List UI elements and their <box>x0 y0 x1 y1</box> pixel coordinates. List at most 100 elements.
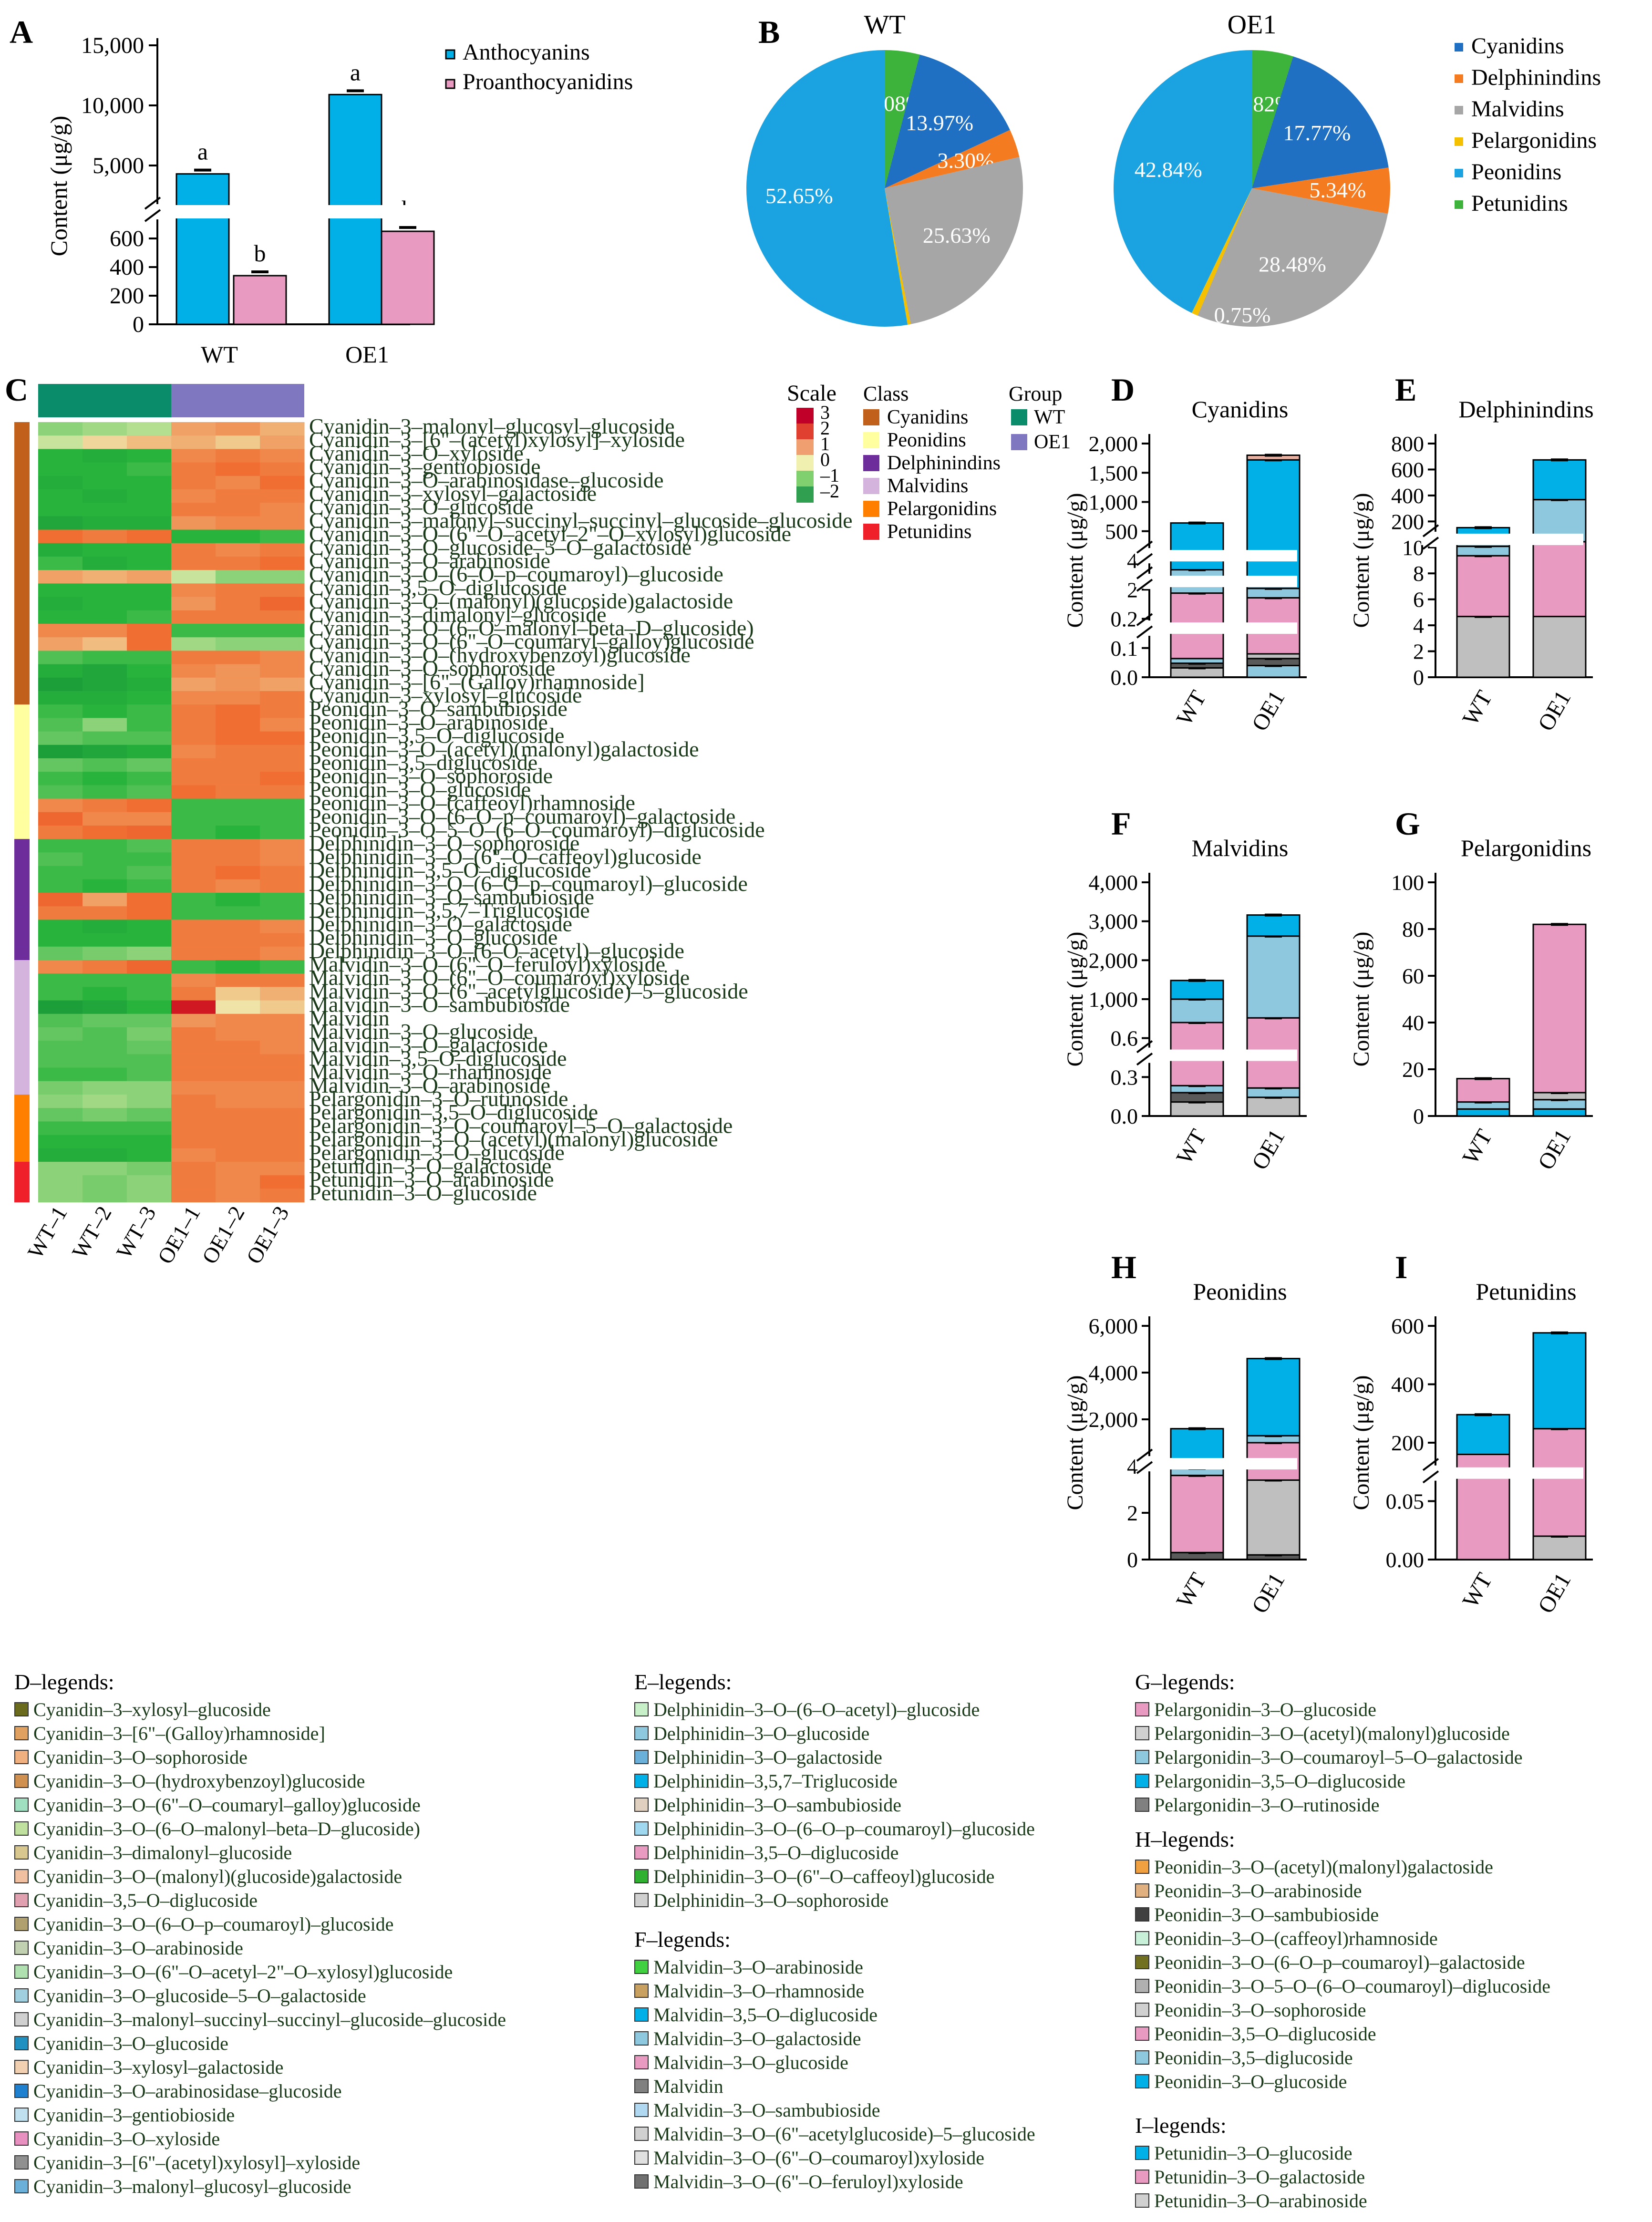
legend-swatch <box>634 1984 649 1998</box>
pie-label-OE1-Delphinindins: 5.34% <box>1309 178 1366 202</box>
heatmap-row-label-8: Cyanidin–3–O–(6"–O–acetyl–2"–O–xylosyl)g… <box>309 522 791 546</box>
heatmap-cell-25-4 <box>216 758 260 772</box>
ytick-A-l0: 0 <box>133 312 144 337</box>
heatmap-cell-17-1 <box>83 651 127 665</box>
xtick-E-OE1: OE1 <box>1533 686 1576 735</box>
legend-swatch <box>1135 2193 1149 2208</box>
heatmap-cell-43-2 <box>127 1000 172 1014</box>
heatmap-class-cell-45 <box>14 1027 30 1041</box>
heatmap-cell-13-2 <box>127 597 172 611</box>
legend-G: G–legends: Pelargonidin–3–O–glucoside Pela… <box>1135 1669 1522 1817</box>
legend-H-item: Peonidin–3–O–arabinoside <box>1135 1879 1550 1902</box>
heatmap-class-cell-23 <box>14 731 30 745</box>
heatmap-cell-56-5 <box>260 1175 305 1189</box>
heatmap-row-label-39: Delphinidin–3–O–(6–O–acetyl)–glucoside <box>309 939 684 963</box>
ytick-A-l2: 400 <box>110 255 144 280</box>
pie-slice-OE1-Pelargonidins <box>1191 188 1252 316</box>
heatmap-class-cell-39 <box>14 946 30 961</box>
heatmap-row-label-48: Malvidin–3–O–rhamnoside <box>309 1060 552 1084</box>
legend-B-swatch-4 <box>1455 169 1463 177</box>
legend-label: Malvidin–3–O–(6"–O–coumaroyl)xyloside <box>653 2147 985 2169</box>
heatmap-cell-4-5 <box>260 475 305 490</box>
xtick-D-OE1: OE1 <box>1247 686 1290 735</box>
heatmap-cell-4-3 <box>171 475 216 490</box>
heatmap-cell-7-5 <box>260 516 305 530</box>
heatmap-cell-17-4 <box>216 651 260 665</box>
axis-H-break0-mark2 <box>1136 1461 1153 1474</box>
legend-B-swatch-3 <box>1455 137 1463 146</box>
ytick-I-2: 200 <box>1391 1431 1424 1455</box>
legend-D-item: Cyanidin–3–xylosyl–glucoside <box>14 1697 506 1721</box>
heatmap-row-label-53: Pelargonidin–3–O–(acetyl)(malonyl)glucos… <box>309 1127 718 1151</box>
heatmap-cell-7-4 <box>216 516 260 530</box>
heatmap-cell-24-4 <box>216 744 260 759</box>
heatmap-row-label-56: Petunidin–3–O–arabinoside <box>309 1167 554 1191</box>
heatmap-cell-16-4 <box>216 637 260 651</box>
heatmap-row-label-29: Peonidin–3–O–(6–O–p–coumaroyl)–galactosi… <box>309 804 735 828</box>
heatmap-cell-40-2 <box>127 960 172 974</box>
pie-slice-WT-Cyanidins <box>885 54 1010 189</box>
legend-label: Malvidin–3–O–glucoside <box>653 2051 848 2073</box>
heatmap-cell-49-4 <box>216 1081 260 1095</box>
bar-seg-G-OE1-3 <box>1532 923 1587 1094</box>
ytick-I-0: 0.00 <box>1386 1548 1425 1572</box>
legend-B-label-3: Pelargonidins <box>1471 128 1597 153</box>
heatmap-row-label-38: Delphinidin–3–O–glucoside <box>309 925 558 950</box>
heatmap-row-label-37: Delphinidin–3–O–galactoside <box>309 911 572 936</box>
heatmap-row-label-22: Peonidin–3–O–arabinoside <box>309 710 548 734</box>
legend-B-label-0: Cyanidins <box>1471 33 1564 59</box>
heatmap-cell-18-5 <box>260 664 305 678</box>
heatmap-cell-5-1 <box>83 489 127 503</box>
legend-label: Cyanidin–3–malonyl–glucosyl–glucoside <box>33 2175 351 2197</box>
legend-label: Cyanidin–3–O–sophoroside <box>33 1746 248 1768</box>
ytick-F-3: 1,000 <box>1089 987 1138 1012</box>
heatmap-cell-8-4 <box>216 529 260 544</box>
heatmap-cell-39-3 <box>171 946 216 961</box>
heatmap-cell-54-4 <box>216 1148 260 1162</box>
ytick-E-4: 8 <box>1413 561 1424 586</box>
heatmap-cell-57-0 <box>38 1189 83 1203</box>
ytick-D-5: 500 <box>1105 519 1138 544</box>
legend-label: Delphinidin–3–O–sophoroside <box>653 1889 889 1911</box>
heatmap-cell-23-2 <box>127 731 172 745</box>
heatmap-cell-48-0 <box>38 1067 83 1082</box>
heatmap-cell-33-4 <box>216 866 260 880</box>
heatmap-cell-55-4 <box>216 1162 260 1176</box>
heatmap-cell-11-5 <box>260 570 305 584</box>
legend-swatch <box>634 2079 649 2093</box>
heatmap-cell-42-5 <box>260 987 305 1001</box>
heatmap-cell-7-3 <box>171 516 216 530</box>
legend-E-title: E–legends: <box>634 1670 732 1694</box>
heatmap-cell-7-1 <box>83 516 127 530</box>
heatmap-cell-56-1 <box>83 1175 127 1189</box>
heatmap-cell-16-1 <box>83 637 127 651</box>
axis-A-break-mark2 <box>144 209 161 222</box>
heatmap-cell-13-4 <box>216 597 260 611</box>
panel-letter-D: D <box>1111 372 1135 408</box>
ytick-G-1: 20 <box>1402 1057 1424 1082</box>
bar-seg-H-OE1-4 <box>1246 1358 1301 1437</box>
pie-label-WT-Malvidins: 25.63% <box>923 223 991 248</box>
legend-D-item: Cyanidin–3–[6"–(acetyl)xylosyl]–xyloside <box>14 2150 506 2174</box>
heatmap-cell-35-3 <box>171 893 216 907</box>
heatmap-cell-3-2 <box>127 462 172 476</box>
legend-swatch <box>1135 2074 1149 2088</box>
heatmap-cell-42-4 <box>216 987 260 1001</box>
heatmap-cell-41-1 <box>83 973 127 987</box>
heatmap-row-label-15: Cyanidin–3–O–(6–O–malonyl–beta–D–glucosi… <box>309 616 754 640</box>
ylabel-A: Content (μg/g) <box>45 116 72 257</box>
heatmap-cell-48-5 <box>260 1067 305 1082</box>
heatmap-class-cell-53 <box>14 1135 30 1149</box>
heatmap-cell-31-0 <box>38 839 83 853</box>
legend-swatch <box>1135 2170 1149 2184</box>
heatmap-cell-34-0 <box>38 879 83 893</box>
break-band-D-1 <box>1135 576 1297 588</box>
heatmap-cell-38-2 <box>127 933 172 947</box>
legend-swatch <box>1135 1798 1149 1812</box>
break-band-F-0 <box>1135 1049 1297 1061</box>
heatmap-class-cell-54 <box>14 1148 30 1162</box>
heatmap-cell-38-0 <box>38 933 83 947</box>
legend-swatch <box>14 1774 29 1788</box>
heatmap-cell-12-2 <box>127 583 172 598</box>
ytick-A-l1: 200 <box>110 283 144 309</box>
